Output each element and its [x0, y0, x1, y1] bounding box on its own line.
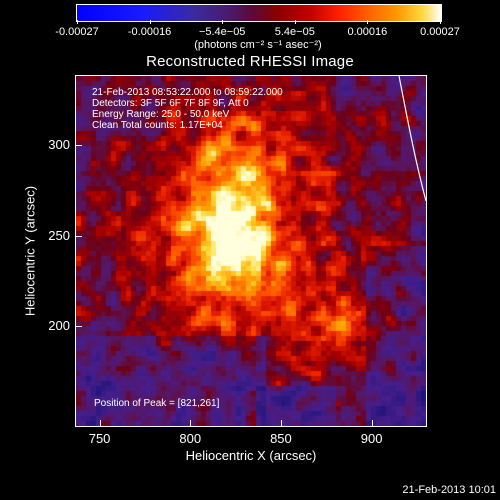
x-tick-label: 750 [88, 431, 111, 446]
x-axis-label: Heliocentric X (arcsec) [185, 448, 317, 463]
colorbar-tick [77, 20, 78, 24]
x-tick [99, 420, 101, 426]
x-tick [371, 420, 373, 426]
detectors-text: Detectors: 3F 5F 6F 7F 8F 9F, Att 0 [92, 98, 249, 109]
colorbar-unit: (photons cm⁻² s⁻¹ asec⁻²) [194, 39, 322, 51]
colorbar-tick-label: 5.4e−05 [274, 26, 315, 38]
y-tick-label: 200 [48, 318, 70, 334]
y-axis-label: Heliocentric Y (arcsec) [22, 185, 38, 317]
colorbar [76, 4, 442, 22]
solar-limb [398, 76, 426, 202]
y-tick [76, 235, 82, 237]
y-tick-label: 300 [48, 136, 70, 152]
colorbar-tick-label: -0.00027 [55, 26, 99, 38]
y-tick [76, 326, 82, 328]
plot-title: Reconstructed RHESSI Image [146, 53, 354, 70]
y-tick-label: 250 [48, 227, 70, 243]
x-tick-label: 850 [270, 431, 292, 446]
x-tick-label: 800 [179, 431, 202, 446]
colorbar-tick [367, 20, 369, 24]
x-tick [280, 420, 282, 426]
heatmap-image [76, 76, 426, 426]
time-range-text: 21-Feb-2013 08:53:22.000 to 08:59:22.000 [92, 87, 283, 98]
colorbar-tick [440, 20, 441, 24]
date-stamp: 21-Feb-2013 10:01 [402, 484, 496, 496]
image-plot: 21-Feb-2013 08:53:22.000 to 08:59:22.000… [75, 75, 427, 427]
x-tick [190, 420, 192, 426]
colorbar-tick-label: −5.4e−05 [198, 26, 246, 38]
colorbar-tick [294, 20, 296, 24]
limb-curve [398, 76, 426, 202]
colorbar-tick [149, 20, 151, 24]
x-tick-label: 900 [360, 431, 383, 446]
energy-range-text: Energy Range: 25.0 - 50.0 keV [92, 109, 230, 120]
colorbar-tick-label: -0.00016 [127, 26, 172, 38]
y-tick [76, 144, 82, 146]
peak-position-text: Position of Peak = [821,261] [94, 398, 220, 409]
colorbar-tick-label: 0.00016 [347, 26, 388, 38]
clean-counts-text: Clean Total counts: 1.17E+04 [92, 120, 223, 131]
colorbar-tick-label: 0.00027 [420, 26, 460, 38]
colorbar-tick [222, 20, 224, 24]
